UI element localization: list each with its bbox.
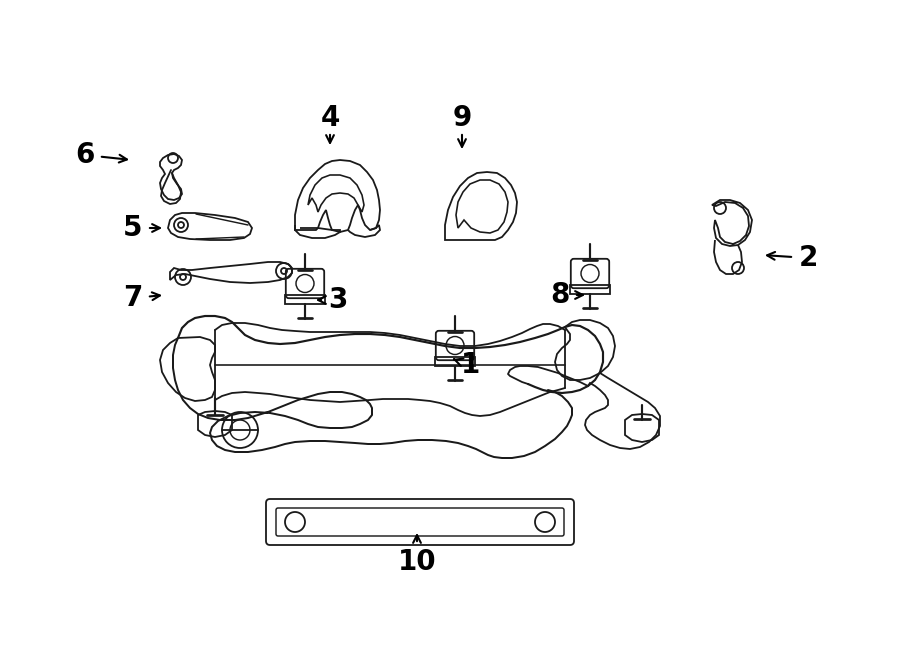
- Text: 7: 7: [123, 284, 143, 312]
- Text: 9: 9: [453, 104, 472, 132]
- Text: 10: 10: [398, 548, 436, 576]
- Text: 6: 6: [76, 141, 94, 169]
- Text: 4: 4: [320, 104, 339, 132]
- Text: 5: 5: [123, 214, 143, 242]
- Text: 8: 8: [550, 281, 570, 309]
- Text: 3: 3: [328, 286, 347, 314]
- Bar: [571, 285, 610, 294]
- Bar: [436, 357, 475, 366]
- Text: 1: 1: [461, 351, 480, 379]
- Text: 2: 2: [798, 244, 818, 272]
- Bar: [285, 295, 325, 304]
